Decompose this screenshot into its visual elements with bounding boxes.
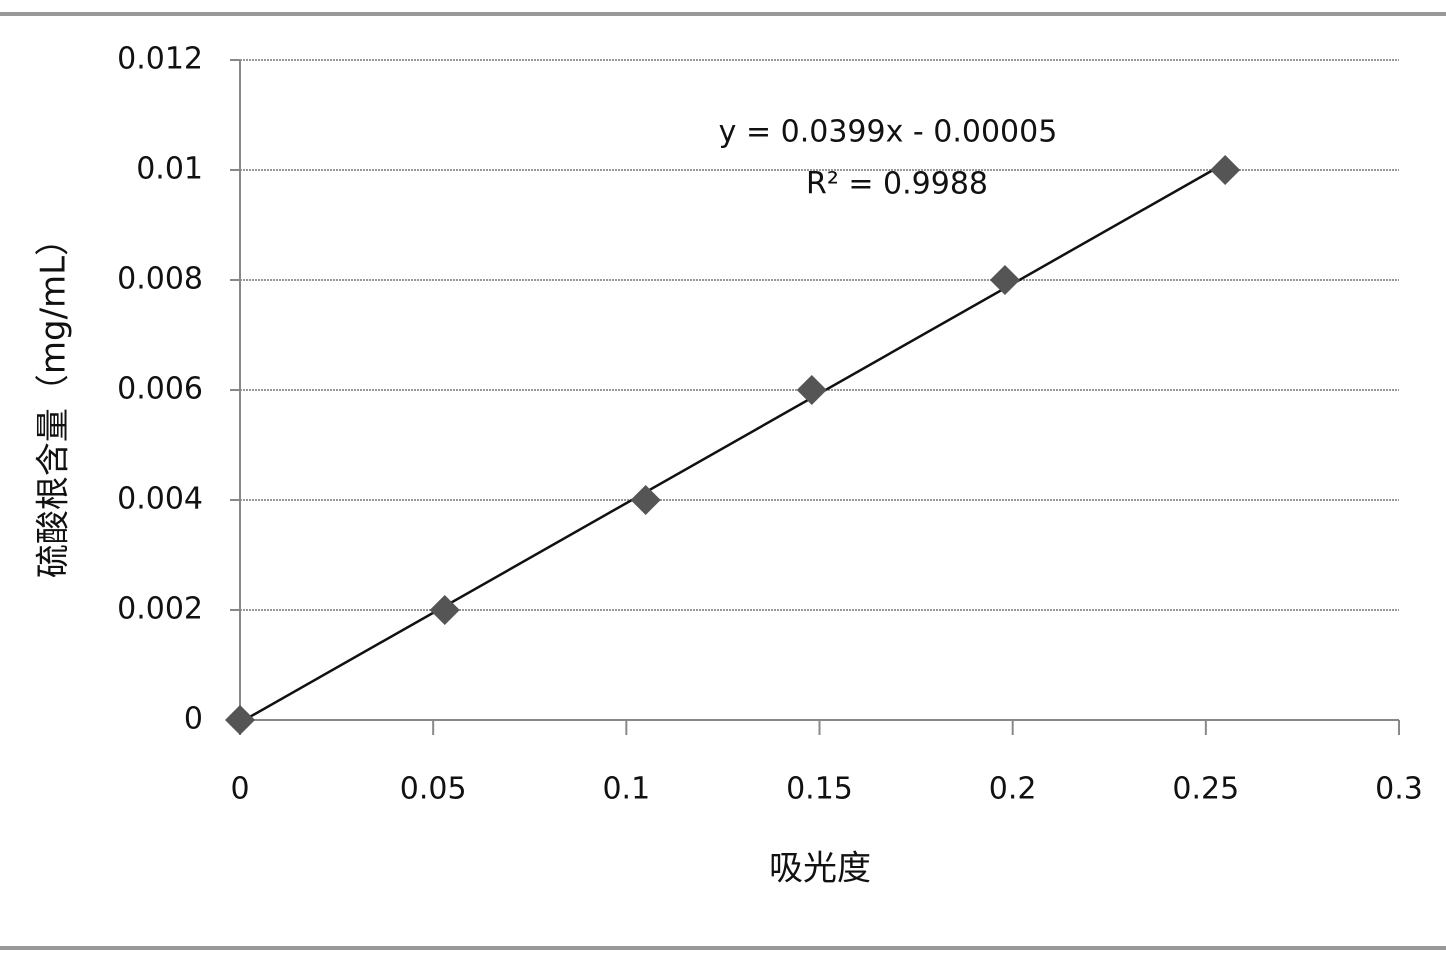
data-point [630, 485, 661, 515]
x-tick-label: 0.15 [786, 772, 853, 807]
y-tick-label: 0.004 [117, 482, 203, 517]
x-tick-label: 0.25 [1172, 772, 1239, 807]
x-tick-label: 0 [230, 772, 249, 807]
data-point [1210, 155, 1241, 185]
y-tick-label: 0.008 [117, 262, 203, 297]
trendline-equation: y = 0.0399x - 0.00005 [719, 115, 1058, 150]
data-point [796, 375, 827, 405]
y-tick-label: 0.002 [117, 592, 203, 627]
x-tick-label: 0.05 [400, 772, 467, 807]
data-point [989, 265, 1020, 295]
x-axis-label: 吸光度 [769, 849, 871, 889]
y-tick-label: 0 [184, 702, 203, 737]
y-axis-label: 硫酸根含量（mg/mL） [34, 222, 74, 578]
data-point [429, 595, 460, 625]
x-tick-label: 0.3 [1375, 772, 1423, 807]
trendline [239, 162, 1226, 724]
y-tick-label: 0.006 [117, 372, 203, 407]
r-squared: R² = 0.9988 [806, 167, 988, 202]
y-tick-label: 0.01 [136, 152, 203, 187]
data-point [225, 705, 255, 735]
x-tick-label: 0.2 [989, 772, 1037, 807]
y-tick-label: 0.012 [117, 42, 203, 77]
x-tick-label: 0.1 [602, 772, 650, 807]
